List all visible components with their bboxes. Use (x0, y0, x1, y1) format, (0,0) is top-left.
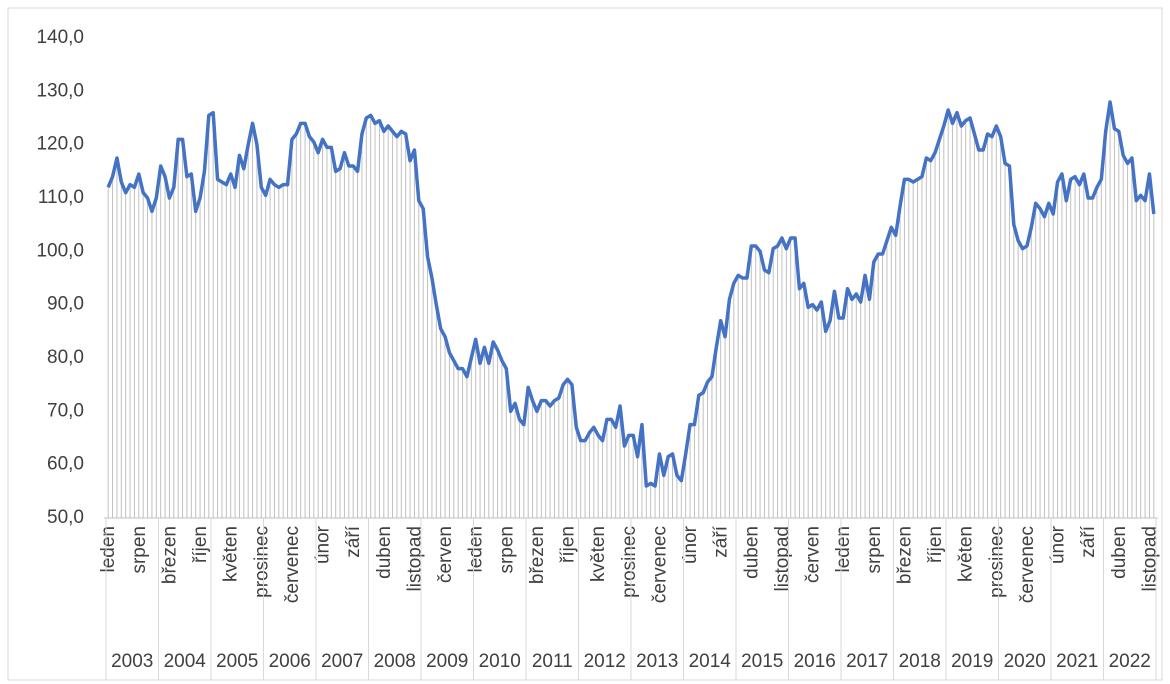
year-label: 2005 (216, 651, 258, 672)
x-tick-label: únor (313, 525, 334, 564)
y-tick-label: 60,0 (47, 454, 84, 475)
y-tick-label: 50,0 (47, 507, 84, 528)
year-label: 2020 (1004, 651, 1046, 672)
x-tick-label: leden (466, 526, 487, 573)
year-label: 2006 (269, 651, 311, 672)
year-label: 2008 (374, 651, 416, 672)
x-tick-label: únor (1048, 525, 1069, 564)
year-label: 2013 (636, 651, 678, 672)
year-label: 2011 (532, 651, 573, 672)
x-tick-label: listopad (772, 526, 793, 592)
x-tick-label: listopad (404, 526, 425, 592)
x-tick-label: prosinec (251, 526, 272, 598)
year-label: 2012 (584, 651, 626, 672)
x-tick-label: září (711, 525, 732, 557)
year-label: 2017 (846, 651, 888, 672)
y-tick-label: 130,0 (36, 80, 84, 101)
x-tick-label: červenec (1017, 526, 1038, 603)
year-label: 2003 (111, 651, 153, 672)
x-tick-label: březen (159, 526, 180, 584)
x-tick-label: leden (98, 526, 119, 573)
year-label: 2010 (479, 651, 521, 672)
x-tick-label: duben (374, 526, 395, 579)
year-label: 2007 (321, 651, 363, 672)
x-tick-label: říjen (190, 526, 211, 563)
year-label: 2022 (1109, 651, 1151, 672)
x-tick-label: květen (956, 526, 977, 582)
x-tick-label: srpen (129, 526, 150, 574)
x-tick-label: červenec (649, 526, 670, 603)
x-tick-label: duben (741, 526, 762, 579)
year-label: 2018 (899, 651, 941, 672)
x-tick-label: leden (833, 526, 854, 573)
y-tick-label: 120,0 (36, 134, 84, 155)
x-tick-label: únor (680, 525, 701, 564)
y-tick-label: 140,0 (36, 27, 84, 48)
year-label: 2021 (1056, 651, 1098, 672)
x-tick-label: červen (435, 526, 456, 583)
x-tick-label: září (1078, 525, 1099, 557)
x-tick-label: březen (894, 526, 915, 584)
line (106, 100, 1156, 488)
year-label: 2014 (689, 651, 732, 672)
x-tick-label: listopad (1139, 526, 1160, 592)
year-label: 2019 (951, 651, 993, 672)
x-tick-label: květen (588, 526, 609, 582)
x-tick-label: srpen (864, 526, 885, 574)
x-tick-label: březen (527, 526, 548, 584)
x-tick-label: říjen (558, 526, 579, 563)
year-label: 2004 (164, 651, 207, 672)
x-tick-label: srpen (496, 526, 517, 574)
x-tick-label: září (343, 525, 364, 557)
year-label: 2016 (794, 651, 836, 672)
x-tick-label: duben (1109, 526, 1130, 579)
y-tick-label: 110,0 (38, 187, 84, 208)
x-tick-label: prosinec (619, 526, 640, 598)
x-tick-label: červen (803, 526, 824, 583)
year-label: 2015 (741, 651, 783, 672)
year-label: 2009 (426, 651, 468, 672)
y-tick-label: 70,0 (47, 400, 84, 421)
y-tick-label: 80,0 (47, 347, 84, 368)
x-tick-label: říjen (925, 526, 946, 563)
y-tick-label: 90,0 (47, 294, 84, 315)
x-tick-label: červenec (282, 526, 303, 603)
y-tick-label: 100,0 (36, 240, 84, 261)
x-tick-label: květen (221, 526, 242, 582)
x-tick-label: prosinec (986, 526, 1007, 598)
